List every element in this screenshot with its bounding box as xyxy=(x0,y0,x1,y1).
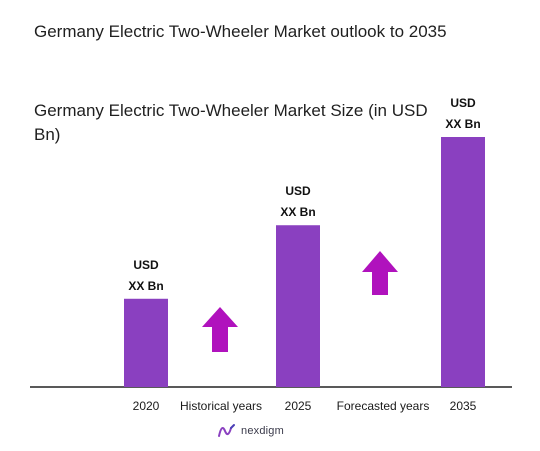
historical-growth-arrow-icon xyxy=(202,307,238,352)
bar-value-label-2025-line1: USD xyxy=(285,184,311,198)
x-tick-label-2020: 2020 xyxy=(133,399,160,413)
period-label-historical: Historical years xyxy=(180,399,262,413)
logo-text: nexdigm xyxy=(241,425,284,437)
period-label-forecasted: Forecasted years xyxy=(337,399,430,413)
bar-value-label-2020-line1: USD xyxy=(133,258,159,272)
x-tick-label-2035: 2035 xyxy=(450,399,477,413)
bar-value-label-2020-line2: XX Bn xyxy=(128,279,163,293)
bar-value-label-2035-line1: USD xyxy=(450,96,476,110)
forecast-growth-arrow-icon xyxy=(362,251,398,295)
bar-2035 xyxy=(441,137,485,387)
bar-value-label-2035-line2: XX Bn xyxy=(445,117,480,131)
nexdigm-logo: nexdigm xyxy=(217,423,284,439)
bar-2025 xyxy=(276,225,320,387)
nexdigm-logo-icon xyxy=(218,424,235,437)
chart-subtitle: Germany Electric Two-Wheeler Market Size… xyxy=(34,101,428,144)
bar-value-label-2025-line2: XX Bn xyxy=(280,205,315,219)
bar-2020 xyxy=(124,298,168,387)
chart-title: Germany Electric Two-Wheeler Market outl… xyxy=(34,22,447,41)
x-tick-label-2025: 2025 xyxy=(285,399,312,413)
